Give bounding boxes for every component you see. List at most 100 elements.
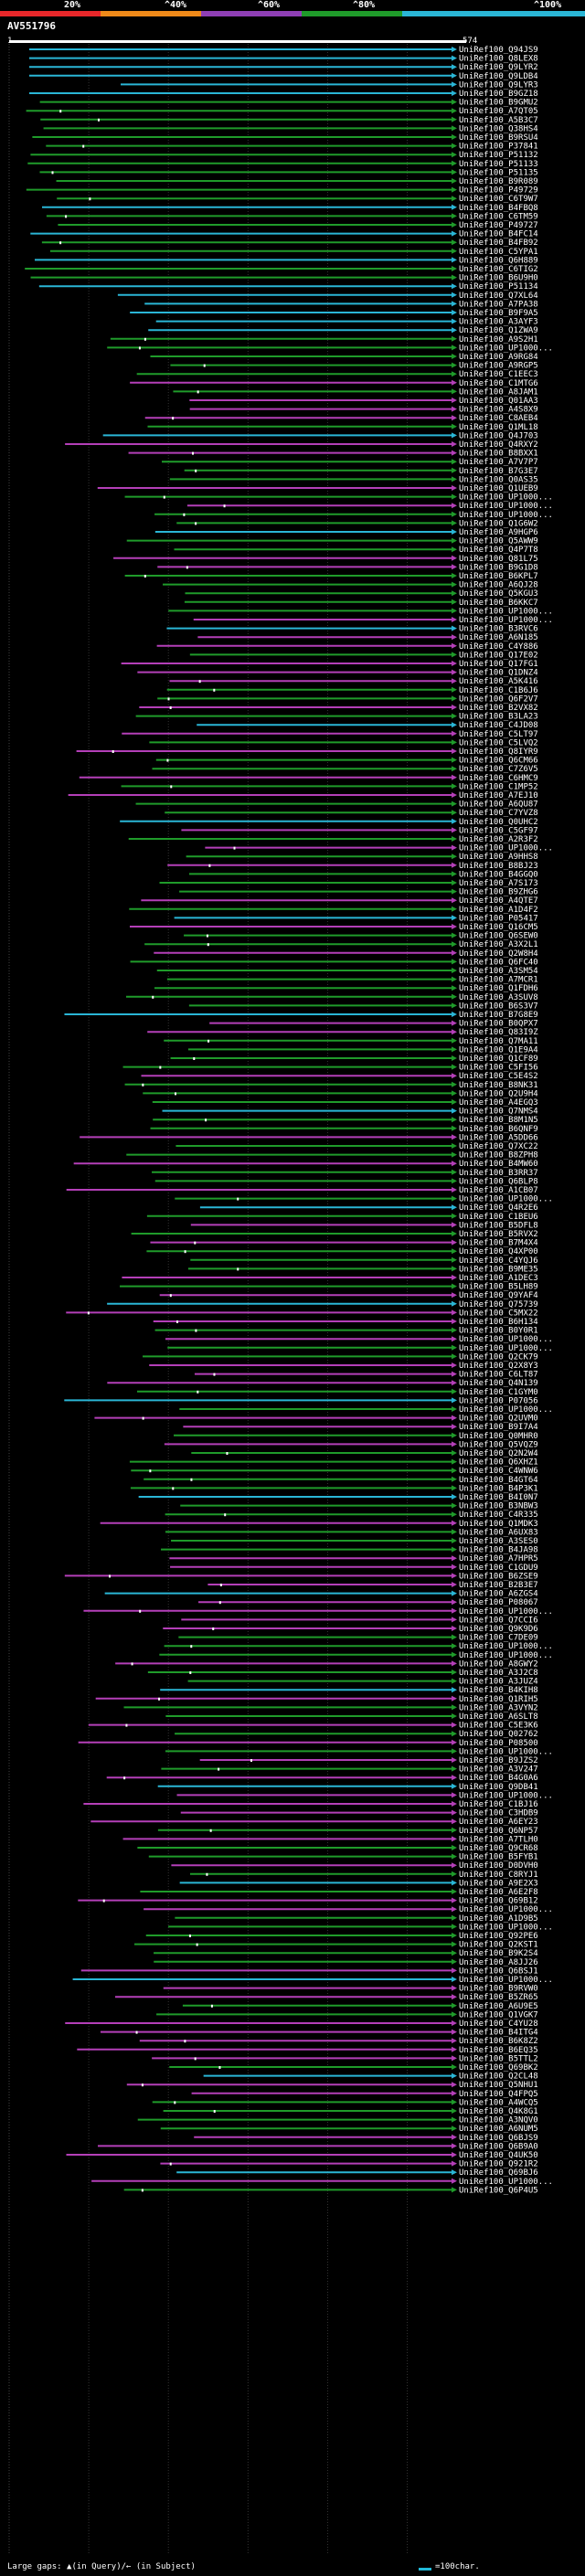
hit-arrow: [452, 1713, 457, 1719]
hit-label: UniRef100_P51133: [459, 160, 538, 169]
hit-label: UniRef100_P49727: [459, 221, 538, 230]
hit-arrow: [452, 1300, 457, 1307]
gap-marker: [212, 1627, 215, 1630]
hit-arrow: [452, 1494, 457, 1500]
query-end-coordinate: 574: [463, 37, 478, 46]
hit-label: UniRef100_B9JZS2: [459, 1756, 538, 1765]
hit-arrow: [452, 985, 457, 991]
hit-label: UniRef100_Q1G6W2: [459, 519, 538, 528]
hit-arrow: [452, 1660, 457, 1667]
hit-arrow: [452, 1801, 457, 1807]
hit-arrow: [452, 1607, 457, 1614]
hit-label: UniRef100_A6E2F8: [459, 1888, 538, 1897]
hit-arrow: [452, 1582, 457, 1587]
hit-arrow: [452, 335, 457, 342]
hit-arrow: [452, 968, 457, 973]
hit-arrow: [452, 2002, 457, 2009]
hit-arrow: [452, 1994, 457, 2000]
hit-label: UniRef100_B4ITG4: [459, 2029, 538, 2038]
hit-label: UniRef100_P08500: [459, 1739, 538, 1748]
hit-arrow: [452, 64, 457, 70]
hit-label: UniRef100_Q9K9D6: [459, 1625, 538, 1634]
hit-arrow: [452, 792, 457, 798]
hit-label: UniRef100_Q4UK50: [459, 2151, 538, 2160]
hit-label: UniRef100_B9RVW0: [459, 1985, 538, 1994]
hit-arrow: [452, 1353, 457, 1360]
hit-label: UniRef100_Q1ZWA9: [459, 326, 538, 335]
hit-arrow: [452, 853, 457, 860]
hit-arrow: [452, 599, 457, 605]
gap-marker: [218, 2066, 221, 2069]
gap-marker: [65, 215, 68, 218]
gap-marker: [219, 1584, 222, 1586]
hit-label: UniRef100_B6KKC7: [459, 599, 538, 608]
hit-arrow: [452, 617, 457, 622]
gap-marker: [170, 785, 173, 789]
hit-arrow: [452, 1406, 457, 1412]
hit-label: UniRef100_A3X2L1: [459, 940, 538, 949]
hit-label: UniRef100_C1EEC3: [459, 370, 538, 379]
gap-marker: [194, 1241, 197, 1245]
gap-marker: [167, 697, 170, 701]
hit-label: UniRef100_A7PA38: [459, 300, 538, 309]
hit-arrow: [452, 1187, 457, 1193]
hit-arrow: [452, 441, 457, 447]
hit-label: UniRef100_Q17E02: [459, 651, 538, 660]
hit-arrow: [452, 1748, 457, 1754]
hit-arrow: [452, 818, 457, 824]
hit-label: UniRef100_C4JD08: [459, 721, 538, 730]
gap-marker: [192, 451, 195, 455]
hit-label: UniRef100_UP1000...: [459, 844, 553, 853]
hit-label: UniRef100_Q2UVM0: [459, 1415, 538, 1424]
hit-label: UniRef100_B6QNF9: [459, 1125, 538, 1134]
hit-arrow: [452, 222, 457, 228]
hit-label: UniRef100_A7V7P7: [459, 458, 538, 467]
hit-label: UniRef100_Q69B12: [459, 1897, 538, 1906]
hit-arrow: [452, 1204, 457, 1211]
hit-label: UniRef100_A3JUZ4: [459, 1678, 538, 1687]
hit-arrow: [452, 2055, 457, 2062]
gap-marker: [144, 337, 146, 341]
gap-marker: [102, 1899, 105, 1903]
hit-arrow: [452, 1914, 457, 1921]
hit-arrow: [452, 1897, 457, 1903]
hit-label: UniRef100_UP1000...: [459, 502, 553, 511]
hit-label: UniRef100_C4WNW6: [459, 1467, 538, 1476]
hit-label: UniRef100_Q1ML18: [459, 423, 538, 432]
gap-marker: [197, 1390, 199, 1394]
hit-arrow: [452, 1073, 457, 1079]
hit-arrow: [452, 230, 457, 237]
gap-marker: [186, 566, 188, 569]
hit-label: UniRef100_B5ZR65: [459, 1993, 538, 2002]
hit-label: UniRef100_Q6XHZ1: [459, 1458, 538, 1468]
hit-arrow: [452, 1573, 457, 1579]
hit-arrow: [452, 125, 457, 132]
hit-arrow: [452, 529, 457, 535]
hit-label: UniRef100_B9ME35: [459, 1265, 538, 1274]
hit-label: UniRef100_UP1000...: [459, 511, 553, 520]
hit-arrow: [452, 959, 457, 965]
hit-arrow: [452, 1511, 457, 1518]
hit-arrow: [452, 634, 457, 641]
hit-label: UniRef100_A3SUV8: [459, 993, 538, 1002]
gap-marker: [184, 1250, 186, 1254]
hit-arrow: [452, 625, 457, 631]
gap-marker: [141, 2083, 144, 2087]
hit-arrow: [452, 678, 457, 684]
gap-marker: [190, 1645, 193, 1648]
gap-marker: [112, 750, 114, 753]
hit-label: UniRef100_UP1000...: [459, 344, 553, 353]
hit-label: UniRef100_Q4FPQ5: [459, 2090, 538, 2099]
hit-label: UniRef100_Q6H889: [459, 256, 538, 265]
hit-arrow: [452, 1687, 457, 1693]
hit-label: UniRef100_B6K8Z2: [459, 2037, 538, 2046]
hit-label: UniRef100_Q69BK2: [459, 2063, 538, 2072]
gap-marker: [190, 1478, 193, 1481]
hit-arrow: [452, 800, 457, 807]
hit-arrow: [452, 1081, 457, 1087]
hit-label: UniRef100_Q16CM5: [459, 923, 538, 932]
hit-label: UniRef100_UP1000...: [459, 1791, 553, 1800]
hit-arrow: [452, 730, 457, 737]
hit-arrow: [452, 590, 457, 597]
hit-arrow: [452, 1871, 457, 1877]
